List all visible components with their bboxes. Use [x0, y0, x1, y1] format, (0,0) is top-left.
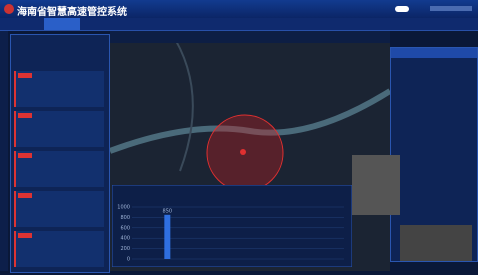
left-gutter	[0, 31, 8, 271]
badge	[18, 153, 32, 158]
y-tick-label: 1000	[117, 205, 130, 211]
logo	[4, 4, 14, 14]
y-tick-label: 0	[127, 257, 130, 263]
event-card[interactable]	[14, 151, 104, 187]
nav-bar	[0, 18, 478, 31]
user-info[interactable]	[430, 6, 472, 11]
left-panel	[10, 34, 110, 273]
map-toolbar	[110, 31, 390, 43]
badge	[18, 73, 32, 78]
app: 海南省智慧高速管控系统 0 200 400 600 800 1000 850	[0, 0, 478, 271]
event-card[interactable]	[14, 231, 104, 267]
road	[170, 31, 193, 171]
y-tick-label: 600	[120, 225, 130, 231]
bar	[164, 215, 170, 259]
chart-frame	[112, 185, 352, 267]
event-card[interactable]	[14, 191, 104, 227]
chart-panel: 0 200 400 600 800 1000 850	[112, 185, 352, 267]
video-feed[interactable]	[352, 155, 400, 215]
value-label: 850	[163, 208, 173, 214]
event-card[interactable]	[14, 71, 104, 107]
y-tick-label: 200	[120, 246, 130, 252]
tabs[interactable]	[391, 48, 477, 58]
badge	[18, 113, 32, 118]
app-title: 海南省智慧高速管控系统	[17, 3, 127, 18]
y-tick-label: 800	[120, 215, 130, 221]
event-card[interactable]	[14, 111, 104, 147]
event-marker[interactable]	[240, 149, 246, 155]
badge	[18, 193, 32, 198]
badge	[18, 233, 32, 238]
status-pill[interactable]	[395, 6, 409, 12]
nav-active[interactable]	[44, 18, 80, 30]
y-tick-label: 400	[120, 236, 130, 242]
video-feed[interactable]	[400, 225, 472, 261]
header: 海南省智慧高速管控系统	[0, 0, 478, 18]
